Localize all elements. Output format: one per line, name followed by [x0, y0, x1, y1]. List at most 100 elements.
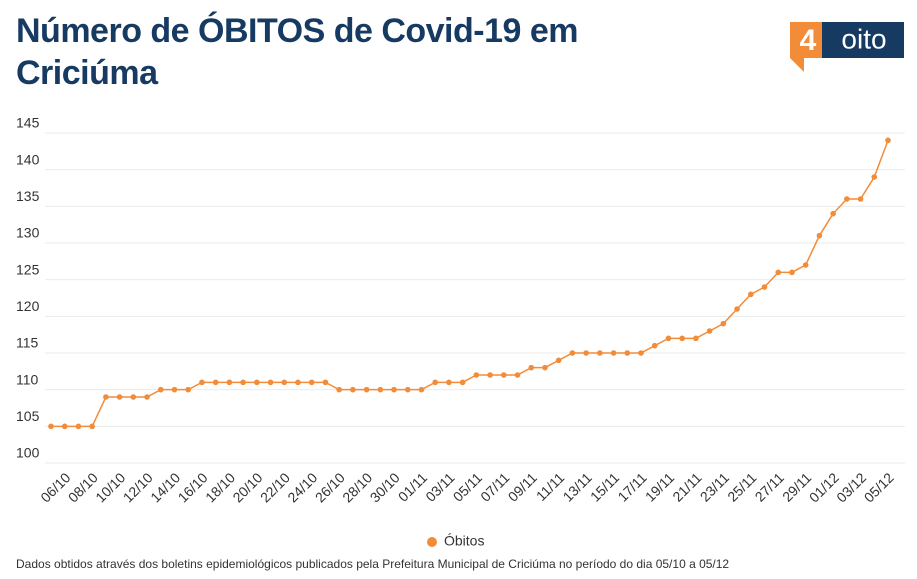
line	[51, 140, 889, 428]
point	[404, 386, 411, 393]
y-tick-label: 105	[16, 408, 40, 424]
point	[103, 394, 109, 400]
point	[706, 328, 713, 334]
point	[610, 350, 617, 356]
point	[775, 269, 782, 276]
x-tick-label: 09/11	[505, 469, 541, 505]
point	[336, 386, 342, 393]
point	[844, 196, 850, 202]
x-tick-label: 20/10	[229, 469, 265, 505]
y-tick-label: 135	[16, 188, 40, 204]
x-tick-label: 01/12	[806, 469, 842, 505]
x-tick-label: 21/11	[669, 469, 705, 505]
x-tick-label: 01/11	[395, 469, 431, 505]
x-tick-label: 28/10	[339, 469, 375, 505]
point	[116, 394, 123, 400]
point	[665, 335, 672, 342]
logo-word: oito	[841, 23, 886, 54]
x-tick-label: 11/11	[533, 469, 568, 504]
x-tick-label: 05/12	[861, 469, 897, 505]
legend-marker	[427, 537, 437, 547]
y-tick-label: 130	[16, 225, 40, 241]
point	[597, 350, 603, 356]
logo-digit: 4	[800, 24, 817, 57]
y-tick-label: 140	[16, 151, 40, 167]
logo-mark	[790, 22, 826, 72]
point	[830, 210, 836, 217]
x-tick-label: 13/11	[560, 469, 596, 505]
y-tick-label: 115	[16, 335, 39, 351]
point	[157, 386, 164, 393]
point	[802, 262, 809, 268]
point	[583, 350, 589, 356]
x-tick-label: 16/10	[175, 469, 211, 505]
point	[514, 372, 521, 378]
point	[267, 379, 274, 386]
y-tick-label: 120	[16, 298, 40, 314]
x-tick-label: 03/12	[833, 469, 869, 505]
point	[473, 372, 480, 378]
x-tick-label: 23/11	[697, 469, 733, 505]
point	[185, 386, 192, 393]
point	[350, 386, 356, 393]
point	[487, 372, 493, 378]
point	[48, 423, 54, 430]
point	[555, 357, 562, 364]
point	[199, 379, 205, 386]
point	[363, 386, 370, 393]
point	[528, 364, 535, 371]
point	[89, 423, 95, 430]
logo: 4 oito	[790, 22, 904, 72]
x-tick-label: 14/10	[147, 469, 183, 505]
point	[857, 196, 864, 202]
x-tick-label: 27/11	[752, 469, 788, 505]
point	[308, 379, 315, 386]
point	[459, 379, 466, 386]
point	[144, 394, 150, 400]
point	[226, 379, 233, 386]
point	[693, 335, 699, 342]
chart-title: Número de ÓBITOS de Covid-19 em Criciúma	[16, 12, 579, 92]
point	[295, 379, 301, 386]
y-tick-label: 100	[16, 445, 40, 461]
point	[679, 335, 685, 342]
point	[171, 386, 178, 393]
x-tick-label: 19/11	[642, 469, 678, 505]
point	[638, 350, 644, 356]
point	[391, 386, 397, 393]
point	[747, 291, 754, 298]
point	[720, 320, 727, 327]
x-tick-label: 08/10	[65, 469, 101, 505]
x-tick-label: 22/10	[257, 469, 293, 505]
point	[569, 350, 576, 356]
point	[240, 379, 246, 386]
footnote: Dados obtidos através dos boletins epide…	[16, 557, 730, 571]
point	[418, 386, 425, 393]
point	[322, 379, 329, 386]
x-tick-label: 26/10	[312, 469, 348, 505]
point	[75, 423, 82, 430]
y-tick-label: 110	[16, 371, 39, 387]
x-tick-label: 15/11	[587, 469, 623, 505]
legend-label: Óbitos	[444, 533, 484, 549]
point	[281, 379, 288, 386]
point	[212, 379, 219, 386]
x-tick-label: 24/10	[284, 469, 320, 505]
point	[885, 137, 891, 144]
x-tick-label: 29/11	[779, 469, 815, 505]
chart: 4 oito 100 105 110 115 120 125 130 135 140 145 06/…	[16, 22, 905, 549]
x-tick-label: 18/10	[202, 469, 238, 505]
x-tick-label: 30/10	[367, 469, 403, 505]
point	[446, 379, 452, 386]
point	[734, 306, 740, 312]
point	[871, 174, 878, 180]
point	[61, 423, 68, 430]
x-tick-label: 17/11	[614, 469, 650, 505]
x-tick-label: 05/11	[450, 469, 486, 505]
logo-box	[822, 22, 904, 58]
x-tick-label: 10/10	[92, 469, 128, 505]
point	[789, 269, 795, 276]
x-tick-label: 07/11	[477, 469, 513, 505]
point	[130, 394, 137, 400]
